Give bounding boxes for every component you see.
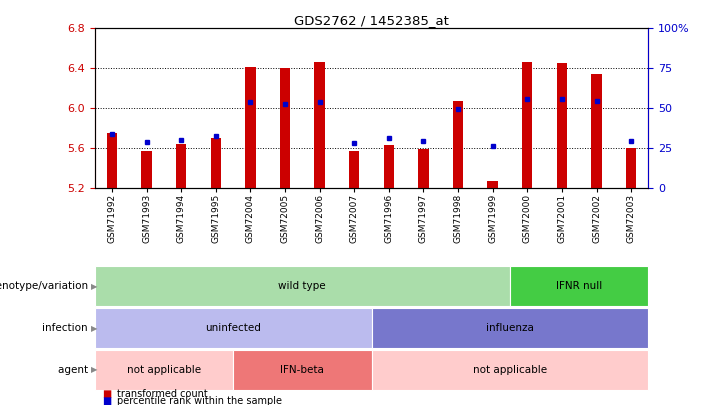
Text: ■: ■	[102, 396, 111, 405]
Bar	[383, 145, 394, 188]
Bar	[210, 139, 221, 188]
Bar	[107, 133, 117, 188]
Text: not applicable: not applicable	[127, 365, 201, 375]
Bar	[522, 62, 533, 188]
Bar	[176, 144, 186, 188]
Text: transformed count: transformed count	[117, 389, 207, 399]
Text: influenza: influenza	[486, 323, 534, 333]
Bar	[453, 101, 463, 188]
Text: uninfected: uninfected	[205, 323, 261, 333]
Bar	[626, 148, 637, 188]
Text: not applicable: not applicable	[473, 365, 547, 375]
Bar	[557, 63, 567, 188]
Bar	[315, 62, 325, 188]
Text: ■: ■	[102, 389, 111, 399]
Bar	[245, 67, 256, 188]
Bar	[280, 68, 290, 188]
Text: wild type: wild type	[278, 281, 326, 291]
Bar	[418, 149, 428, 188]
Text: ▶: ▶	[91, 282, 97, 291]
Text: ▶: ▶	[91, 324, 97, 333]
Text: percentile rank within the sample: percentile rank within the sample	[117, 396, 282, 405]
Bar	[592, 75, 601, 188]
Text: IFN-beta: IFN-beta	[280, 365, 325, 375]
Bar	[142, 151, 151, 188]
Text: genotype/variation: genotype/variation	[0, 281, 91, 291]
Text: infection: infection	[42, 323, 91, 333]
Text: agent: agent	[57, 365, 91, 375]
Title: GDS2762 / 1452385_at: GDS2762 / 1452385_at	[294, 14, 449, 27]
Text: ▶: ▶	[91, 365, 97, 374]
Text: IFNR null: IFNR null	[556, 281, 602, 291]
Bar	[349, 151, 360, 188]
Bar	[487, 181, 498, 188]
